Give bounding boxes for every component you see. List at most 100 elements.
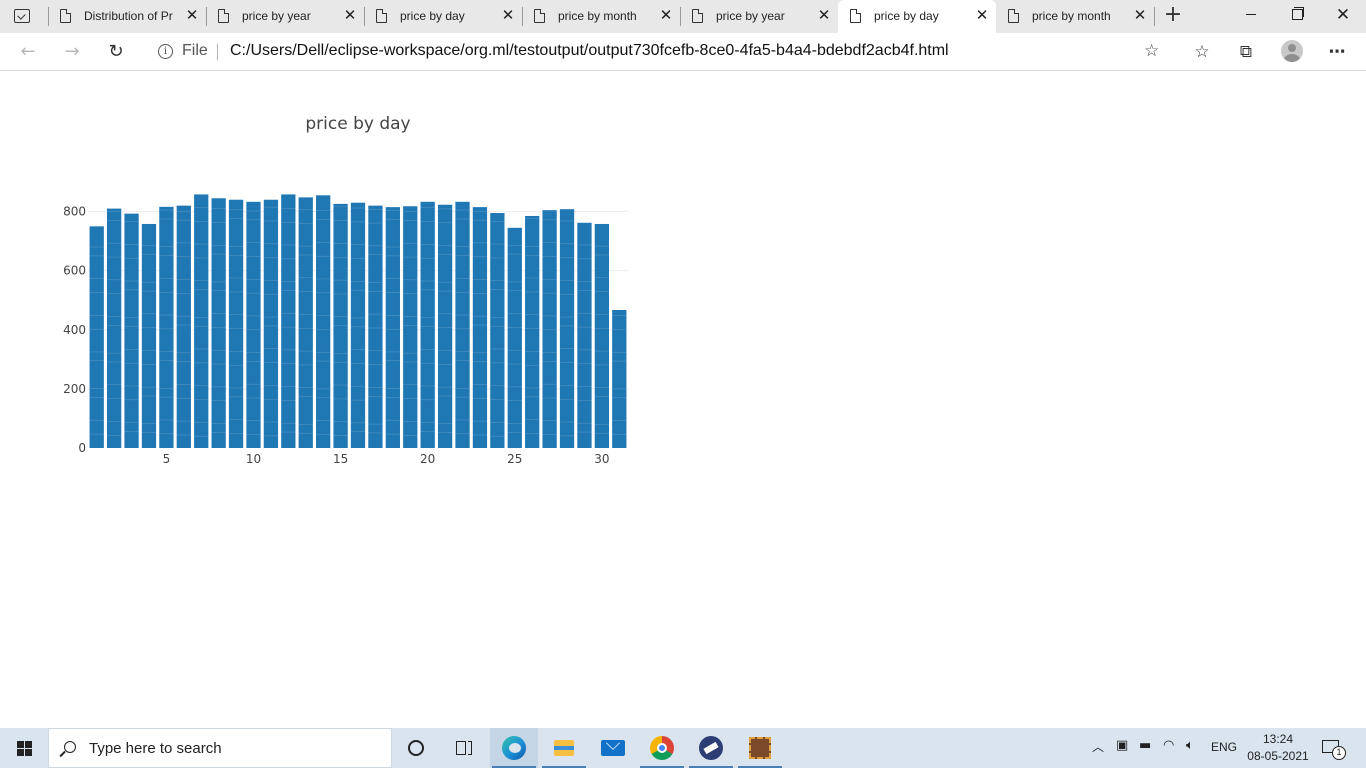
more-options-icon[interactable]: ⋯ bbox=[1328, 42, 1346, 62]
bar-day-30[interactable] bbox=[594, 223, 610, 448]
bar-day-31[interactable] bbox=[612, 309, 627, 448]
tab-close-icon[interactable]: ✕ bbox=[501, 7, 515, 24]
tab-close-icon[interactable]: ✕ bbox=[659, 7, 673, 24]
add-favorite-star-icon[interactable]: ☆ bbox=[1144, 41, 1160, 61]
restore-button[interactable] bbox=[1274, 0, 1320, 30]
bar-day-18[interactable] bbox=[385, 207, 400, 448]
bar-day-29[interactable] bbox=[577, 222, 592, 448]
eclipse-app-button[interactable] bbox=[687, 728, 735, 768]
cortana-circle-icon bbox=[408, 740, 424, 756]
tab-label: price by day bbox=[874, 9, 939, 23]
battery-icon[interactable]: ▬ bbox=[1139, 738, 1152, 753]
taskbar-search-box[interactable]: Type here to search bbox=[48, 728, 392, 768]
url-text[interactable]: C:/Users/Dell/eclipse-workspace/org.ml/t… bbox=[230, 42, 949, 59]
task-view-button[interactable] bbox=[440, 728, 488, 768]
back-arrow-icon[interactable]: ← bbox=[20, 41, 36, 62]
new-tab-plus-icon[interactable]: + bbox=[1163, 2, 1183, 27]
page-icon bbox=[850, 9, 861, 23]
bar-day-16[interactable] bbox=[350, 202, 366, 448]
tab-close-icon[interactable]: ✕ bbox=[343, 7, 357, 24]
bar-day-14[interactable] bbox=[316, 195, 331, 448]
profile-avatar[interactable] bbox=[1281, 40, 1303, 62]
info-icon[interactable]: i bbox=[158, 44, 173, 59]
tab-label: price by day bbox=[400, 9, 465, 23]
bar-day-23[interactable] bbox=[472, 207, 488, 448]
bar-day-20[interactable] bbox=[420, 201, 435, 448]
tab-separator bbox=[206, 7, 207, 26]
bar-day-4[interactable] bbox=[141, 223, 157, 448]
gear-app-icon bbox=[749, 737, 771, 759]
tab-actions-icon[interactable] bbox=[14, 9, 30, 23]
tab-close-icon[interactable]: ✕ bbox=[185, 7, 199, 24]
collections-icon[interactable]: ⧉ bbox=[1239, 42, 1253, 62]
file-label: File bbox=[182, 42, 208, 59]
file-explorer-button[interactable] bbox=[540, 728, 588, 768]
bar-day-19[interactable] bbox=[403, 206, 418, 448]
action-center-button[interactable]: 1 bbox=[1322, 738, 1346, 760]
volume-icon[interactable]: 🔈︎ bbox=[1186, 738, 1194, 753]
bar-day-17[interactable] bbox=[368, 205, 383, 448]
tab-close-icon[interactable]: ✕ bbox=[975, 7, 989, 24]
tab-price-by-year[interactable]: price by year ✕ bbox=[206, 0, 364, 33]
edge-app-button[interactable] bbox=[490, 728, 538, 768]
bar-day-2[interactable] bbox=[106, 208, 122, 448]
url-separator bbox=[217, 44, 218, 60]
bar-day-5[interactable] bbox=[159, 206, 174, 448]
bar-day-13[interactable] bbox=[298, 197, 313, 448]
meet-now-icon[interactable]: ▣ bbox=[1116, 738, 1129, 753]
bar-day-21[interactable] bbox=[437, 204, 453, 448]
bar-day-3[interactable] bbox=[124, 213, 139, 448]
tab-price-by-year-2[interactable]: price by year ✕ bbox=[680, 0, 838, 33]
x-tick-label: 10 bbox=[246, 452, 261, 466]
language-indicator[interactable]: ENG bbox=[1211, 740, 1238, 754]
bar-day-8[interactable] bbox=[211, 198, 226, 448]
tab-price-by-day[interactable]: price by day ✕ bbox=[364, 0, 522, 33]
chrome-app-button[interactable] bbox=[638, 728, 686, 768]
forward-arrow-icon[interactable]: → bbox=[64, 41, 80, 62]
cortana-button[interactable] bbox=[392, 728, 440, 768]
minimize-button[interactable] bbox=[1228, 0, 1274, 30]
bar-day-26[interactable] bbox=[525, 215, 540, 448]
tab-separator bbox=[680, 7, 681, 26]
y-tick-label: 0 bbox=[78, 441, 86, 455]
windows-logo-icon bbox=[17, 741, 24, 748]
tab-close-icon[interactable]: ✕ bbox=[1133, 7, 1147, 24]
app-button[interactable] bbox=[736, 728, 784, 768]
wifi-icon[interactable]: ◠ bbox=[1163, 738, 1175, 753]
bar-day-6[interactable] bbox=[176, 205, 191, 448]
bar-day-25[interactable] bbox=[507, 227, 522, 448]
chrome-icon bbox=[650, 736, 674, 760]
task-view-icon bbox=[456, 741, 466, 755]
bar-day-10[interactable] bbox=[246, 201, 261, 448]
tab-label: price by month bbox=[558, 9, 637, 23]
clock[interactable]: 13:24 08-05-2021 bbox=[1246, 731, 1310, 765]
bar-day-12[interactable] bbox=[281, 194, 296, 448]
bar-day-9[interactable] bbox=[228, 199, 244, 448]
page-content: price by day 0 200 400 600 800 5 10 15 20 25 30 bbox=[0, 71, 1366, 728]
bar-day-15[interactable] bbox=[333, 203, 348, 448]
refresh-icon[interactable]: ↻ bbox=[108, 41, 124, 62]
windows-start-button[interactable] bbox=[0, 728, 48, 768]
x-tick-label: 25 bbox=[507, 452, 522, 466]
close-window-button[interactable]: ✕ bbox=[1335, 5, 1351, 25]
bar-day-7[interactable] bbox=[194, 194, 209, 448]
x-tick-label: 5 bbox=[163, 452, 171, 466]
tab-price-by-day-active[interactable]: price by day ✕ bbox=[838, 0, 996, 33]
tab-close-icon[interactable]: ✕ bbox=[817, 7, 831, 24]
tab-price-by-month[interactable]: price by month ✕ bbox=[522, 0, 680, 33]
bar-day-1[interactable] bbox=[89, 226, 104, 448]
bar-day-28[interactable] bbox=[559, 209, 575, 448]
y-tick-label: 800 bbox=[63, 205, 86, 219]
address-bar[interactable]: i File C:/Users/Dell/eclipse-workspace/o… bbox=[144, 36, 1174, 67]
price-by-day-chart: price by day 0 200 400 600 800 5 10 15 20 25 30 bbox=[63, 114, 628, 466]
tab-distribution[interactable]: Distribution of Pr ✕ bbox=[48, 0, 206, 33]
bar-day-24[interactable] bbox=[490, 213, 505, 448]
mail-app-button[interactable] bbox=[589, 728, 637, 768]
y-tick-label: 400 bbox=[63, 323, 86, 337]
bar-day-27[interactable] bbox=[542, 210, 557, 448]
favorites-icon[interactable]: ☆ bbox=[1194, 42, 1210, 62]
bar-day-11[interactable] bbox=[263, 199, 279, 448]
show-hidden-icons-chevron-icon[interactable]: ︿ bbox=[1092, 740, 1105, 754]
tab-price-by-month-2[interactable]: price by month ✕ bbox=[996, 0, 1154, 33]
bar-day-22[interactable] bbox=[455, 201, 470, 448]
